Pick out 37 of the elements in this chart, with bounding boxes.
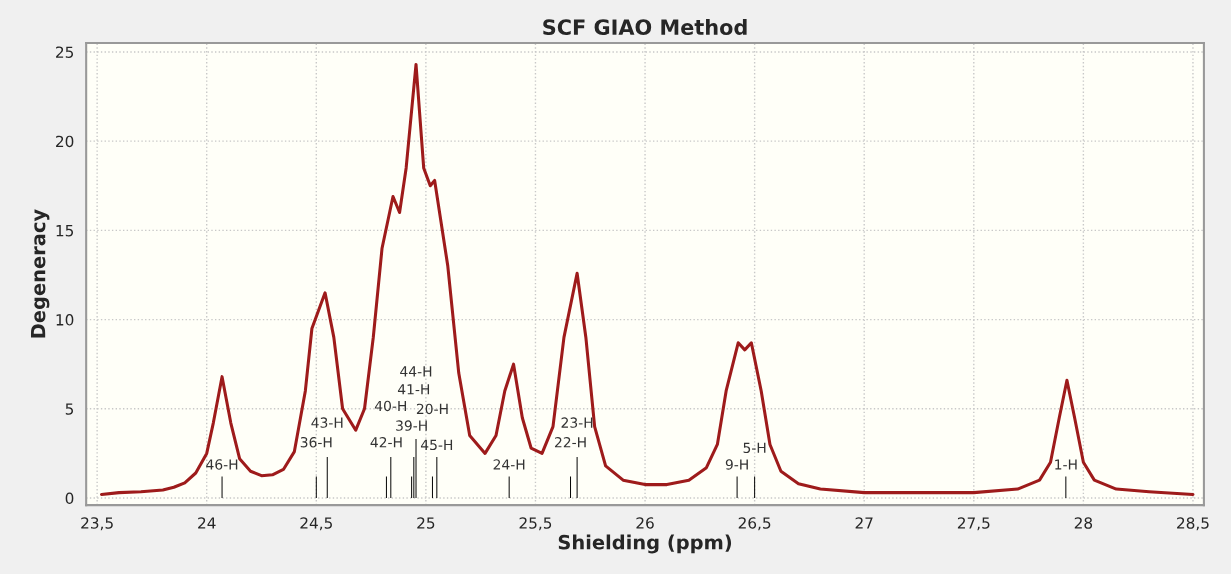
- annotation: 36-H: [300, 436, 332, 448]
- annotation: 40-H: [374, 400, 407, 412]
- x-tick-label: 26: [636, 517, 654, 529]
- y-tick-label: 5: [65, 403, 74, 415]
- annotation: 9-H: [725, 459, 748, 470]
- annotation: 22-H: [554, 436, 586, 448]
- annotation: 43-H: [311, 417, 343, 428]
- annotation: 45-H: [420, 439, 453, 451]
- x-tick-label: 28: [1074, 517, 1093, 529]
- x-tick-label: 25,5: [519, 517, 552, 531]
- y-tick-label: 0: [65, 492, 74, 505]
- annotation: 1-H: [1055, 459, 1077, 470]
- y-tick-label: 20: [56, 135, 74, 148]
- annotation: 41-H: [397, 384, 430, 395]
- x-tick-label: 25: [417, 517, 435, 529]
- annotation: 5-H: [743, 442, 766, 454]
- x-tick-label: 24: [198, 517, 216, 529]
- annotation: 42-H: [370, 436, 402, 448]
- x-tick-label: 23,5: [81, 517, 113, 531]
- y-tick-label: 10: [56, 314, 74, 326]
- line-series: [99, 62, 1195, 496]
- x-tick-label: 28,5: [1177, 517, 1209, 531]
- annotation: 44-H: [400, 366, 432, 377]
- x-tick-label: 27: [855, 517, 873, 529]
- x-tick-label: 26,5: [738, 517, 771, 531]
- y-axis-title: Degeneracy: [31, 209, 50, 338]
- annotation: 46-H: [206, 459, 238, 470]
- y-tick-label: 25: [56, 46, 74, 58]
- y-tick-label: 15: [56, 225, 74, 237]
- x-axis-title: Shielding (ppm): [558, 534, 732, 554]
- annotation: 39-H: [396, 420, 427, 431]
- annotation: 20-H: [416, 403, 448, 415]
- x-tick-label: 27,5: [957, 517, 990, 531]
- annotation: 23-H: [561, 417, 593, 428]
- chart-title: SCF GIAO Method: [543, 18, 747, 36]
- annotation: 24-H: [493, 459, 525, 470]
- x-tick-label: 24,5: [300, 517, 332, 531]
